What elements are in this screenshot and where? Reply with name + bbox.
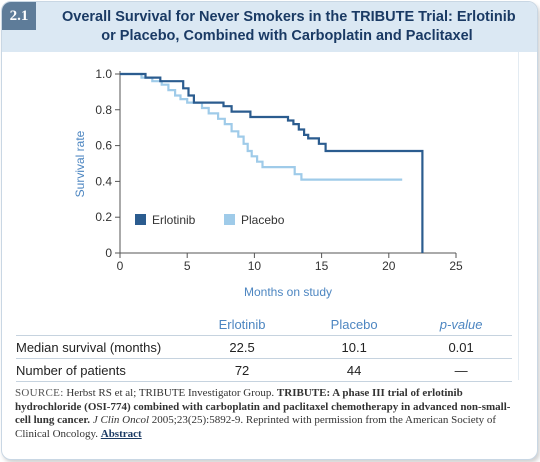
chart-title-line-2: or Placebo, Combined with Carboplatin an… [101,28,473,44]
x-tick-label: 10 [248,259,262,273]
source-label: SOURCE: [15,387,64,399]
series-layer [120,72,424,253]
survival-chart: 0 0.2 0.4 0.6 0.8 1.0 0 5 10 15 20 25 Survival rat… [73,67,463,299]
source-citation-details: 2005;23(25):5892-9. Reprinted with permi… [15,414,497,440]
y-axis-label: Survival rate [73,130,87,197]
table-header-erlotinib: Erlotinib [186,313,299,336]
table-cell: 72 [186,358,299,382]
y-tick-label: 1.0 [95,67,112,81]
x-tick-label: 15 [315,259,329,273]
y-axis: 0 0.2 0.4 0.6 0.8 1.0 [95,67,121,260]
x-tick-label: 5 [184,259,191,273]
legend-label-erlotinib: Erlotinib [152,213,196,227]
table-cell: — [410,358,512,382]
y-tick-label: 0.4 [95,174,112,188]
table-cell: 22.5 [186,335,299,359]
x-tick-label: 20 [382,259,396,273]
table-row: Number of patients 72 44 — [16,358,512,382]
abstract-link[interactable]: Abstract [100,427,142,440]
legend-label-placebo: Placebo [241,213,285,227]
y-tick-label: 0.8 [95,103,112,117]
table-cell: 0.01 [410,335,512,359]
series-line-erlotinib [120,72,424,253]
x-axis: 0 5 10 15 20 25 [117,252,463,273]
table-row-label: Number of patients [16,358,186,382]
legend: Erlotinib Placebo [135,213,285,227]
results-table: Erlotinib Placebo p-value Median surviva… [16,313,512,382]
legend-swatch-erlotinib [135,214,146,225]
series-line-placebo [120,72,403,181]
chart-title-line-1: Overall Survival for Never Smokers in th… [62,9,516,25]
source-journal: J Clin Oncol [92,414,150,426]
y-tick-label: 0.2 [95,210,112,224]
table-row-label: Median survival (months) [16,335,186,359]
y-tick-label: 0.6 [95,139,112,153]
table-row: Median survival (months) 22.5 10.1 0.01 [16,335,512,359]
table-header-placebo: Placebo [298,313,411,336]
table-cell: 10.1 [298,335,411,359]
table-header-row: Erlotinib Placebo p-value [16,313,512,336]
table-cell: 44 [298,358,411,382]
table-header-pvalue: p-value [410,313,512,336]
x-tick-label: 25 [449,259,463,273]
legend-swatch-placebo [224,214,235,225]
table-header-blank [16,313,186,336]
figure-number: 2.1 [2,2,36,30]
source-authors: Herbst RS et al; TRIBUTE Investigator Gr… [66,387,275,399]
chart-title: Overall Survival for Never Smokers in th… [62,8,516,46]
figure-header: 2.1 Overall Survival for Never Smokers i… [2,2,537,52]
y-tick-label: 0 [105,246,112,260]
source-citation: SOURCE: Herbst RS et al; TRIBUTE Investi… [15,387,525,441]
x-tick-label: 0 [117,259,124,273]
x-axis-label: Months on study [244,285,332,299]
source-article: TRIBUTE: A phase III trial of erlotinib … [15,387,511,426]
